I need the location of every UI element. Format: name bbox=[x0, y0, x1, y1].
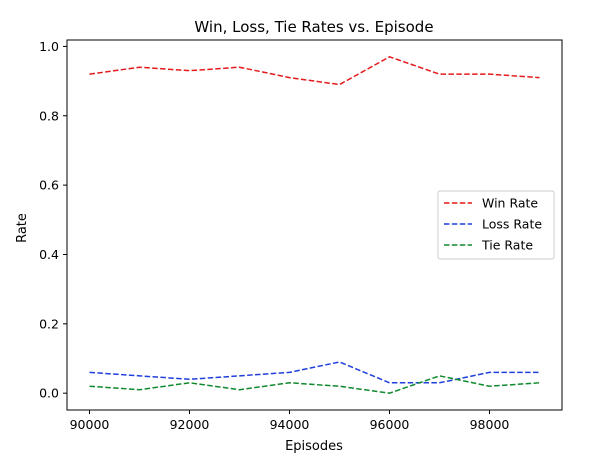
y-tick-label: 0.2 bbox=[39, 316, 59, 331]
x-axis-label: Episodes bbox=[285, 439, 343, 454]
legend-label: Win Rate bbox=[482, 196, 538, 211]
x-tick-label: 94000 bbox=[270, 417, 310, 432]
x-tick-label: 92000 bbox=[170, 417, 210, 432]
y-tick-label: 0.4 bbox=[39, 247, 59, 262]
y-axis-label: Rate bbox=[15, 213, 30, 243]
series-line-win-rate bbox=[89, 56, 540, 86]
axes-frame bbox=[66, 39, 563, 411]
legend: Win Rate Loss Rate Tie Rate bbox=[437, 190, 555, 260]
y-tick-label: 0.6 bbox=[39, 178, 59, 193]
y-tick-label: 1.0 bbox=[39, 39, 59, 54]
x-tick-label: 90000 bbox=[70, 417, 110, 432]
y-tick-label: 0.8 bbox=[39, 108, 59, 123]
plot-area: 90000 92000 94000 96000 98000 0.0 0.2 0.4 0.6 0.8… bbox=[39, 39, 563, 432]
series-line-tie-rate bbox=[89, 375, 540, 394]
y-tick-label: 0.0 bbox=[39, 386, 59, 401]
legend-label: Tie Rate bbox=[481, 238, 533, 253]
legend-box bbox=[437, 190, 555, 260]
x-tick-label: 96000 bbox=[370, 417, 410, 432]
x-tick-label: 98000 bbox=[470, 417, 510, 432]
series-line-loss-rate bbox=[89, 361, 540, 384]
legend-label: Loss Rate bbox=[482, 217, 542, 232]
chart-title: Win, Loss, Tie Rates vs. Episode bbox=[194, 18, 433, 36]
